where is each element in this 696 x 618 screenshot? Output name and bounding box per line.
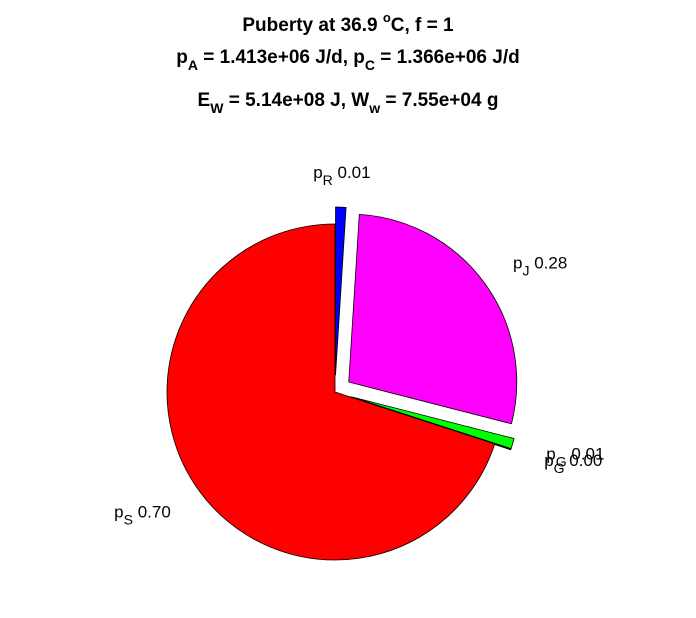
chart-title: Puberty at 36.9 oC, f = 1 pA = 1.413e+06 … bbox=[176, 10, 519, 116]
pie-slice-g-2 bbox=[350, 396, 515, 450]
title-line-3: EW = 5.14e+08 J, Ww = 7.55e+04 g bbox=[198, 90, 499, 116]
title-line-1: Puberty at 36.9 oC, f = 1 bbox=[242, 10, 454, 36]
pie-slices bbox=[166, 206, 518, 561]
pie-slice-r-0 bbox=[335, 206, 347, 376]
slice-label-g-2: pG 0.01 bbox=[546, 444, 604, 469]
pie-slice-j-1 bbox=[348, 213, 518, 425]
slice-label-s-4: pS 0.70 bbox=[114, 502, 171, 527]
title-line-2: pA = 1.413e+06 J/d, pC = 1.366e+06 J/d bbox=[176, 47, 519, 73]
slice-label-g-3: pG 0.00 bbox=[544, 451, 602, 476]
pie-slice-s-4 bbox=[166, 223, 496, 561]
slice-label-j-1: pJ 0.28 bbox=[513, 254, 567, 279]
slice-label-r-0: pR 0.01 bbox=[313, 163, 370, 188]
